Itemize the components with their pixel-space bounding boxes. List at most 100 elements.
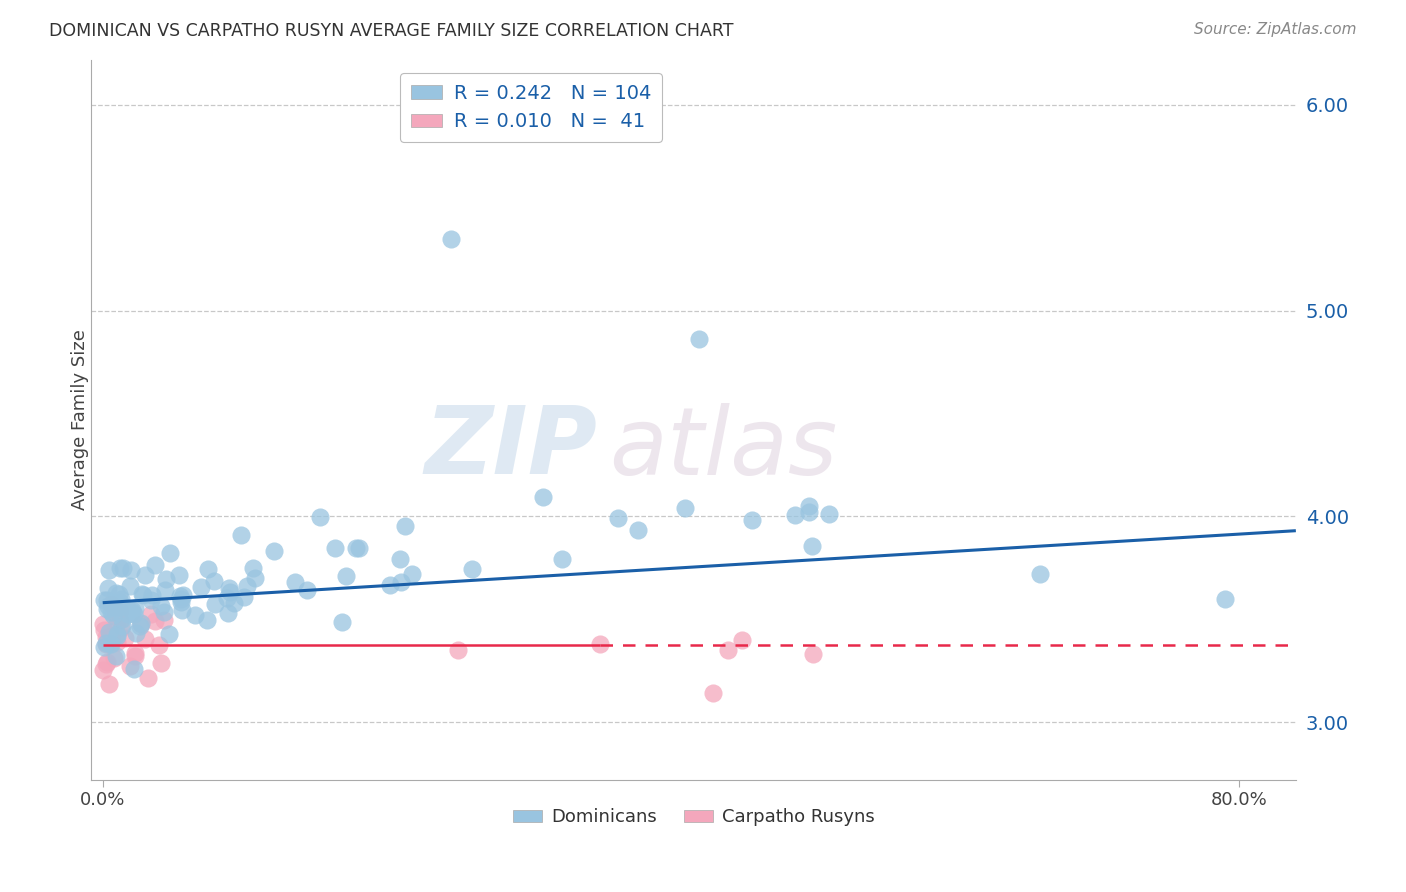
- Point: [143, 558, 166, 572]
- Point: [91, 617, 114, 632]
- Point: [100, 597, 122, 611]
- Point: [394, 518, 416, 533]
- Point: [349, 541, 371, 555]
- Point: [1029, 566, 1052, 581]
- Point: [401, 566, 423, 581]
- Point: [122, 662, 145, 676]
- Point: [98, 635, 121, 649]
- Point: [607, 511, 630, 525]
- Point: [389, 552, 412, 566]
- Point: [219, 585, 242, 599]
- Point: [440, 231, 463, 245]
- Point: [100, 629, 122, 643]
- Point: [97, 599, 120, 613]
- Point: [100, 635, 122, 649]
- Point: [97, 636, 120, 650]
- Point: [134, 567, 156, 582]
- Point: [800, 539, 823, 553]
- Point: [129, 619, 152, 633]
- Point: [1213, 591, 1236, 606]
- Point: [659, 799, 682, 814]
- Point: [627, 523, 650, 537]
- Point: [243, 571, 266, 585]
- Point: [136, 671, 159, 685]
- Point: [222, 596, 245, 610]
- Point: [93, 640, 115, 654]
- Point: [104, 649, 127, 664]
- Point: [531, 490, 554, 504]
- Point: [117, 607, 139, 621]
- Point: [378, 577, 401, 591]
- Point: [153, 613, 176, 627]
- Point: [104, 585, 127, 599]
- Point: [121, 605, 143, 619]
- Point: [589, 637, 612, 651]
- Point: [309, 509, 332, 524]
- Point: [131, 587, 153, 601]
- Point: [129, 615, 152, 630]
- Point: [114, 631, 136, 645]
- Point: [108, 560, 131, 574]
- Point: [118, 658, 141, 673]
- Point: [242, 560, 264, 574]
- Point: [131, 588, 153, 602]
- Point: [103, 600, 125, 615]
- Point: [100, 606, 122, 620]
- Point: [172, 603, 194, 617]
- Point: [143, 615, 166, 629]
- Point: [184, 608, 207, 623]
- Point: [153, 605, 176, 619]
- Point: [104, 606, 127, 620]
- Point: [98, 625, 121, 640]
- Point: [344, 541, 367, 556]
- Point: [94, 637, 117, 651]
- Point: [169, 589, 191, 603]
- Point: [139, 592, 162, 607]
- Point: [489, 793, 512, 807]
- Point: [105, 629, 128, 643]
- Point: [799, 499, 821, 513]
- Point: [93, 623, 115, 637]
- Point: [96, 630, 118, 644]
- Point: [717, 643, 740, 657]
- Point: [197, 562, 219, 576]
- Point: [129, 617, 152, 632]
- Point: [96, 602, 118, 616]
- Point: [120, 563, 142, 577]
- Point: [100, 637, 122, 651]
- Point: [818, 508, 841, 522]
- Point: [107, 587, 129, 601]
- Point: [297, 582, 319, 597]
- Point: [97, 677, 120, 691]
- Point: [155, 573, 177, 587]
- Point: [148, 638, 170, 652]
- Point: [218, 581, 240, 595]
- Point: [217, 607, 239, 621]
- Point: [110, 611, 132, 625]
- Point: [155, 582, 177, 597]
- Point: [94, 657, 117, 671]
- Point: [447, 643, 470, 657]
- Point: [688, 332, 710, 346]
- Legend: Dominicans, Carpatho Rusyns: Dominicans, Carpatho Rusyns: [503, 799, 883, 836]
- Point: [235, 579, 257, 593]
- Point: [108, 613, 131, 627]
- Point: [323, 541, 346, 555]
- Point: [108, 595, 131, 609]
- Point: [801, 647, 824, 661]
- Point: [100, 632, 122, 647]
- Point: [673, 501, 696, 516]
- Point: [103, 608, 125, 623]
- Point: [105, 627, 128, 641]
- Text: DOMINICAN VS CARPATHO RUSYN AVERAGE FAMILY SIZE CORRELATION CHART: DOMINICAN VS CARPATHO RUSYN AVERAGE FAMI…: [49, 22, 734, 40]
- Point: [157, 627, 180, 641]
- Point: [110, 604, 132, 618]
- Point: [263, 543, 285, 558]
- Point: [335, 568, 357, 582]
- Point: [204, 598, 226, 612]
- Point: [112, 561, 135, 575]
- Point: [110, 621, 132, 635]
- Point: [169, 595, 191, 609]
- Point: [105, 634, 128, 648]
- Point: [97, 581, 120, 595]
